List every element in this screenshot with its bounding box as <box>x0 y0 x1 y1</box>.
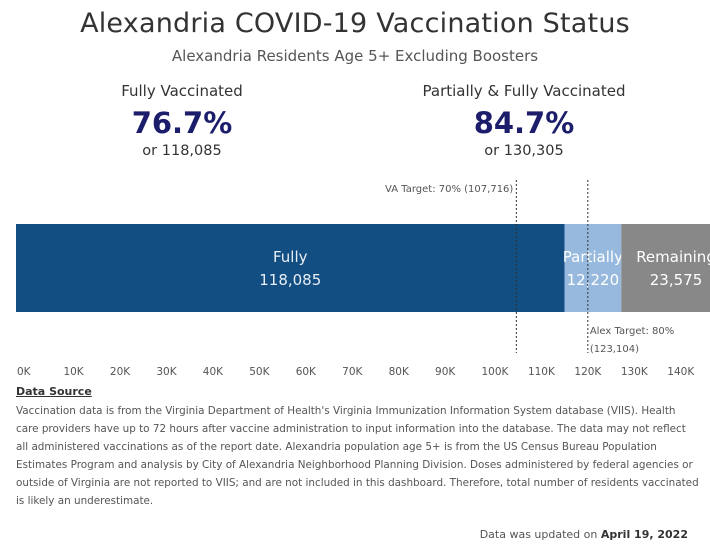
x-tick-label: 0K <box>17 366 32 378</box>
x-tick-label: 30K <box>156 366 177 378</box>
bar-segment-remaining <box>621 224 710 312</box>
page-title: Alexandria COVID-19 Vaccination Status <box>80 8 630 39</box>
segment-value-label-fully: 118,085 <box>259 271 321 289</box>
x-tick-label: 110K <box>528 366 556 378</box>
x-tick-label: 70K <box>342 366 363 378</box>
x-tick-label: 40K <box>203 366 224 378</box>
x-tick-label: 100K <box>482 366 510 378</box>
x-tick-label: 130K <box>621 366 649 378</box>
kpi-partial-label: Partially & Fully Vaccinated <box>422 82 626 100</box>
updated-prefix: Data was updated on <box>479 528 601 541</box>
x-tick-label: 10K <box>63 366 84 378</box>
x-tick-label: 120K <box>574 366 602 378</box>
last-updated: Data was updated on April 19, 2022 <box>480 528 688 541</box>
kpi-partial-count: or 130,305 <box>484 143 564 159</box>
x-tick-label: 50K <box>249 366 270 378</box>
updated-date: April 19, 2022 <box>600 528 688 541</box>
kpi-fully-vaccinated: Fully Vaccinated 76.7% or 118,085 <box>32 82 332 159</box>
reference-label-alex-target: (123,104) <box>590 344 639 355</box>
segment-name-label-fully: Fully <box>273 248 308 266</box>
kpi-fully-count: or 118,085 <box>142 143 222 159</box>
kpi-partially-fully-vaccinated: Partially & Fully Vaccinated 84.7% or 13… <box>374 82 674 159</box>
vaccination-bar-chart: Fully 118,085 Partially 12,220 Remaining 23,5… <box>16 180 710 378</box>
data-source-heading: Data Source <box>16 385 92 398</box>
kpi-fully-label: Fully Vaccinated <box>121 82 243 100</box>
bar-segment-partially <box>564 224 622 312</box>
segment-name-label-remaining: Remaining <box>636 248 710 266</box>
kpi-partial-percent: 84.7% <box>473 106 575 140</box>
reference-label-va-target: VA Target: 70% (107,716) <box>385 184 513 195</box>
x-tick-label: 80K <box>389 366 410 378</box>
bar-segment-fully <box>16 224 565 312</box>
segment-value-label-partially: 12,220 <box>567 271 620 289</box>
page-subtitle: Alexandria Residents Age 5+ Excluding Bo… <box>171 47 539 65</box>
segment-name-label-partially: Partially <box>563 248 623 266</box>
kpi-fully-percent: 76.7% <box>131 106 233 140</box>
data-source-text: Vaccination data is from the Virginia De… <box>16 405 699 507</box>
x-tick-label: 20K <box>110 366 131 378</box>
x-tick-label: 60K <box>296 366 317 378</box>
reference-label-alex-target: Alex Target: 80% <box>590 326 674 337</box>
x-tick-label: 90K <box>435 366 456 378</box>
x-tick-label: 140K <box>667 366 695 378</box>
segment-value-label-remaining: 23,575 <box>650 271 703 289</box>
